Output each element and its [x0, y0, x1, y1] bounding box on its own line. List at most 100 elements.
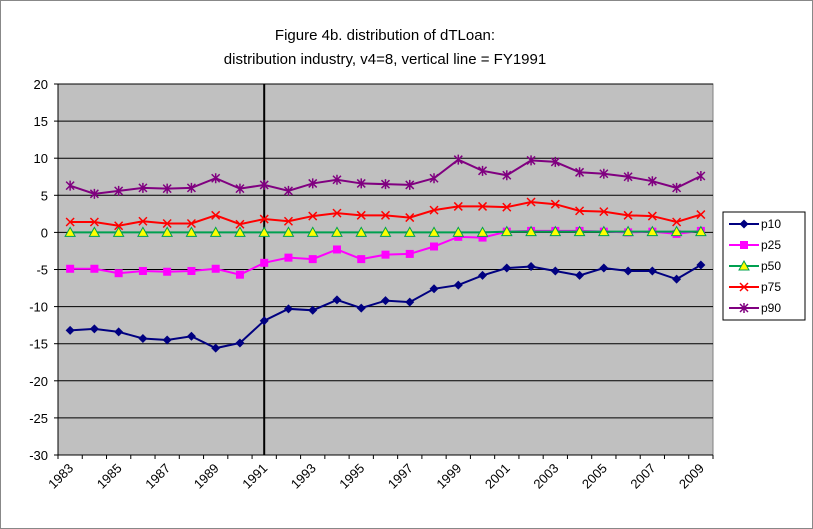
marker [331, 226, 343, 237]
marker [453, 201, 463, 211]
marker [381, 250, 390, 259]
marker [308, 305, 318, 315]
marker [381, 296, 390, 306]
marker [64, 226, 76, 237]
y-tick-label: 0 [41, 225, 48, 240]
y-tick-label: 20 [34, 77, 48, 92]
marker [476, 226, 489, 237]
marker [65, 180, 75, 191]
marker [380, 179, 391, 190]
marker [235, 338, 245, 348]
marker [696, 171, 706, 182]
marker [502, 170, 512, 181]
marker [332, 245, 341, 254]
marker [355, 226, 368, 237]
marker [428, 226, 440, 237]
legend-label: p75 [761, 280, 781, 294]
y-tick-label: -15 [29, 337, 48, 352]
marker [306, 226, 319, 237]
marker [623, 266, 633, 276]
marker [138, 216, 148, 226]
marker [332, 208, 342, 218]
legend-label: p10 [761, 217, 781, 231]
marker [89, 217, 99, 227]
marker [429, 173, 439, 184]
marker [88, 226, 101, 237]
marker [429, 284, 439, 294]
marker [647, 211, 657, 221]
marker [209, 226, 222, 237]
marker [452, 226, 465, 237]
marker [599, 168, 609, 179]
marker [356, 178, 366, 189]
marker [356, 210, 366, 220]
marker [235, 219, 245, 229]
marker [623, 171, 633, 182]
marker [379, 226, 392, 237]
marker [380, 210, 391, 220]
marker [739, 282, 749, 292]
marker [308, 255, 317, 264]
y-tick-label: 15 [34, 114, 48, 129]
marker [575, 270, 585, 280]
marker [65, 217, 75, 227]
y-tick-label: -10 [29, 300, 48, 315]
marker [430, 242, 439, 251]
marker [163, 267, 172, 276]
marker [186, 218, 196, 229]
marker [65, 325, 75, 335]
marker [573, 225, 586, 237]
marker [282, 226, 295, 237]
marker [234, 226, 246, 237]
y-tick-label: -25 [29, 411, 48, 426]
marker [162, 183, 172, 194]
marker [672, 274, 682, 284]
marker [526, 197, 536, 207]
marker [739, 303, 749, 313]
marker [211, 264, 220, 273]
y-tick-label: -30 [29, 448, 48, 463]
marker [623, 210, 633, 220]
marker [332, 295, 342, 305]
marker [211, 173, 221, 184]
marker [525, 225, 537, 237]
marker [357, 255, 366, 264]
marker [185, 226, 198, 237]
marker [740, 241, 748, 249]
marker [211, 343, 221, 353]
marker [453, 154, 463, 165]
marker [187, 266, 196, 275]
marker [550, 266, 560, 276]
marker [260, 258, 269, 267]
y-tick-label: -20 [29, 374, 48, 389]
marker [211, 210, 221, 220]
marker [283, 216, 293, 226]
marker [478, 233, 487, 242]
y-tick-label: -5 [36, 263, 48, 278]
marker [597, 225, 610, 237]
marker [502, 263, 512, 273]
marker [478, 165, 488, 176]
marker [186, 182, 196, 193]
marker [114, 269, 123, 278]
marker [66, 264, 75, 273]
marker [405, 249, 414, 258]
marker [696, 210, 706, 220]
marker [90, 264, 99, 273]
marker [405, 213, 415, 223]
marker [114, 185, 124, 196]
marker [89, 188, 99, 199]
marker [429, 205, 439, 215]
marker [235, 183, 245, 194]
legend-label: p90 [761, 301, 781, 315]
marker [186, 331, 196, 341]
marker [259, 316, 269, 326]
marker [599, 207, 609, 217]
marker [646, 225, 659, 237]
y-tick-label: 5 [41, 188, 48, 203]
marker [283, 185, 293, 196]
marker [526, 262, 536, 272]
marker [161, 226, 174, 237]
legend-label: p50 [761, 259, 781, 273]
